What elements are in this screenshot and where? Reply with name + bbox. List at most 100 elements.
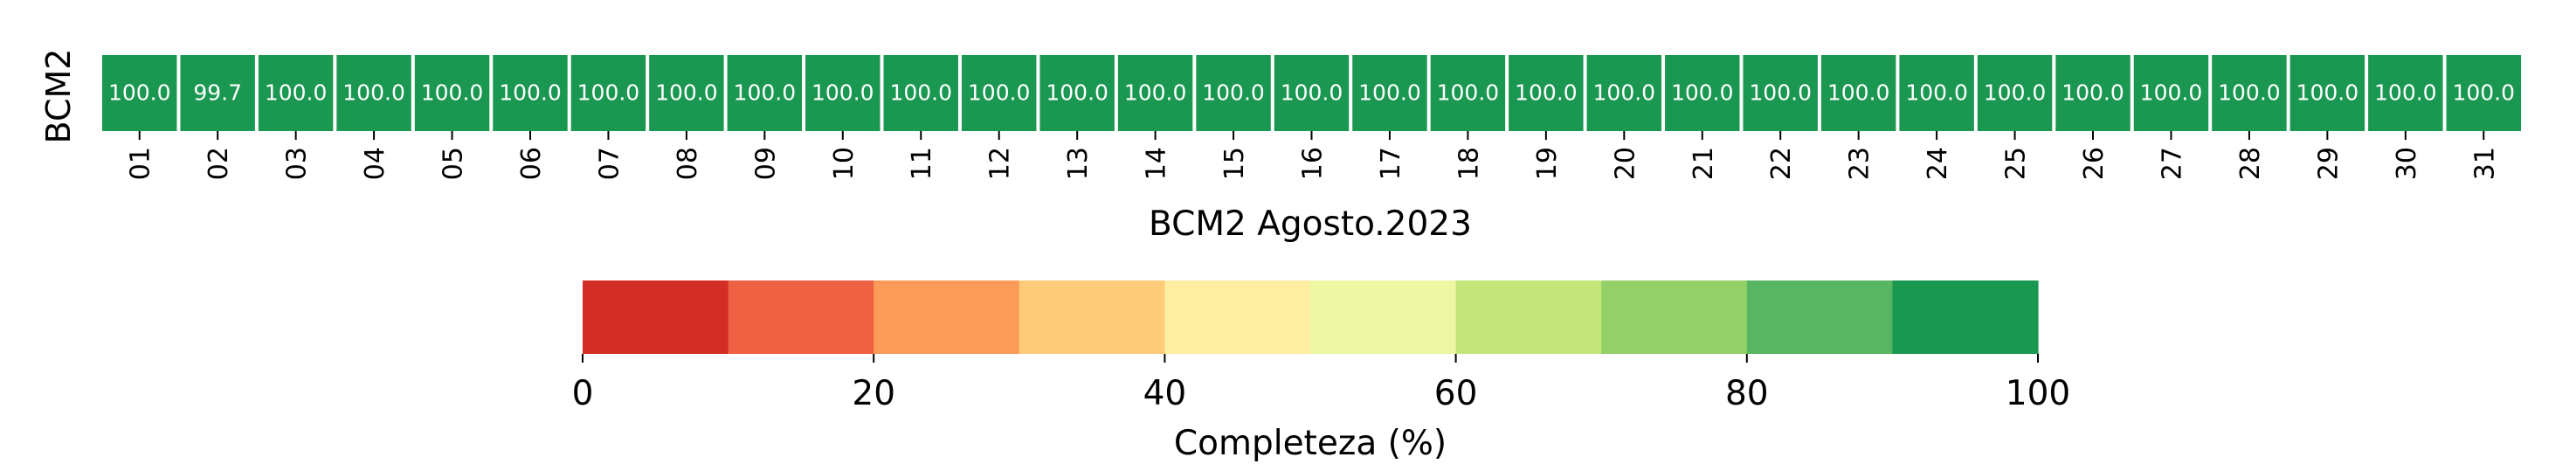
cell-value-label-01: 100.0 [108, 80, 171, 106]
heatmap-cell-25 [1977, 55, 2053, 131]
colorbar-tick-label-60: 60 [1434, 374, 1478, 413]
cell-value-label-07: 100.0 [577, 80, 640, 106]
x-tick-label-18: 18 [1454, 147, 1484, 180]
colorbar-segment-9 [1892, 280, 2039, 354]
cell-value-label-20: 100.0 [1593, 80, 1656, 106]
x-tick-label-21: 21 [1689, 147, 1719, 180]
heatmap-cells: 100.0 99.7 100.0 100.0 100.0 100.0 100.0 100.0 1… [102, 55, 2521, 131]
cell-value-label-31: 100.0 [2452, 80, 2515, 106]
heatmap-cell-31 [2446, 55, 2521, 131]
heatmap-cell-11 [883, 55, 958, 131]
heatmap-cell-27 [2133, 55, 2209, 131]
cell-value-label-17: 100.0 [1358, 80, 1421, 106]
cell-value-label-11: 100.0 [889, 80, 952, 106]
x-tick-label-04: 04 [360, 147, 390, 180]
colorbar-tick-label-40: 40 [1143, 374, 1187, 413]
heatmap-cell-28 [2212, 55, 2287, 131]
x-tick-label-16: 16 [1298, 147, 1329, 180]
cell-value-label-13: 100.0 [1046, 80, 1108, 106]
x-tick-label-27: 27 [2157, 147, 2187, 180]
cell-value-label-12: 100.0 [968, 80, 1031, 106]
colorbar-tick-label-0: 0 [572, 374, 594, 413]
x-tick-label-15: 15 [1219, 147, 1250, 180]
colorbar-segment-1 [728, 280, 874, 354]
x-tick-label-28: 28 [2235, 147, 2266, 180]
y-axis-label: BCM2 [39, 49, 78, 144]
cell-value-label-29: 100.0 [2296, 80, 2359, 106]
cell-value-label-24: 100.0 [1905, 80, 1968, 106]
colorbar-segment-2 [874, 280, 1020, 354]
cell-value-label-06: 100.0 [499, 80, 562, 106]
x-tick-label-07: 07 [594, 147, 625, 180]
colorbar-tick-label-80: 80 [1725, 374, 1769, 413]
x-tick-label-19: 19 [1532, 147, 1563, 180]
x-tick-label-02: 02 [204, 147, 234, 180]
heatmap-cell-03 [258, 55, 334, 131]
x-tick-label-24: 24 [1923, 147, 1953, 180]
cell-value-label-25: 100.0 [1984, 80, 2047, 106]
x-tick-label-17: 17 [1376, 147, 1406, 180]
x-tick-label-13: 13 [1063, 147, 1094, 180]
colorbar-segment-6 [1455, 280, 1602, 354]
colorbar-segment-7 [1601, 280, 1748, 354]
cell-value-label-02: 99.7 [193, 80, 242, 106]
x-tick-label-11: 11 [907, 147, 937, 180]
x-tick-label-08: 08 [673, 147, 703, 180]
cell-value-label-30: 100.0 [2374, 80, 2437, 106]
heatmap-cell-21 [1665, 55, 1740, 131]
cell-value-label-15: 100.0 [1202, 80, 1265, 106]
heatmap-cell-18 [1430, 55, 1506, 131]
heatmap-cell-01 [102, 55, 177, 131]
cell-value-label-23: 100.0 [1827, 80, 1890, 106]
heatmap-cell-15 [1196, 55, 1271, 131]
x-tick-label-22: 22 [1766, 147, 1797, 180]
heatmap-cell-23 [1820, 55, 1896, 131]
heatmap-cell-12 [961, 55, 1037, 131]
cell-value-label-21: 100.0 [1671, 80, 1734, 106]
x-tick-label-29: 29 [2313, 147, 2344, 180]
cell-value-label-14: 100.0 [1124, 80, 1187, 106]
x-tick-label-06: 06 [516, 147, 547, 180]
colorbar-segment-5 [1310, 280, 1457, 354]
x-tick-label-30: 30 [2392, 147, 2422, 180]
heatmap-cell-05 [414, 55, 490, 131]
x-tick-label-10: 10 [829, 147, 860, 180]
colorbar-segment-0 [583, 280, 729, 354]
heatmap-cell-02 [180, 55, 255, 131]
heatmap-cell-07 [570, 55, 646, 131]
heatmap-cell-08 [649, 55, 724, 131]
heatmap-cell-14 [1117, 55, 1193, 131]
cell-value-label-18: 100.0 [1437, 80, 1500, 106]
cell-value-label-08: 100.0 [655, 80, 718, 106]
x-tick-label-14: 14 [1142, 147, 1172, 180]
x-tick-label-26: 26 [2079, 147, 2110, 180]
heatmap-cell-22 [1743, 55, 1818, 131]
cell-value-label-27: 100.0 [2140, 80, 2203, 106]
colorbar: 0 20 40 60 80 100 [572, 280, 2070, 413]
cell-value-label-10: 100.0 [811, 80, 874, 106]
colorbar-tick-label-20: 20 [852, 374, 895, 413]
x-tick-label-31: 31 [2469, 147, 2500, 180]
heatmap-cell-30 [2368, 55, 2443, 131]
x-tick-label-12: 12 [985, 147, 1016, 180]
heatmap-cell-10 [805, 55, 881, 131]
x-axis-label: BCM2 Agosto.2023 [1149, 204, 1472, 244]
colorbar-segment-8 [1746, 280, 1893, 354]
heatmap-cell-06 [493, 55, 568, 131]
cell-value-label-03: 100.0 [265, 80, 328, 106]
x-tick-label-20: 20 [1610, 147, 1640, 180]
cell-value-label-28: 100.0 [2218, 80, 2281, 106]
cell-value-label-16: 100.0 [1281, 80, 1343, 106]
x-axis-ticks: 01 02 03 04 05 06 07 08 09 10 11 12 13 14 15 16 17 18 19 20… [126, 131, 2500, 180]
heatmap-cell-29 [2289, 55, 2365, 131]
heatmap-cell-26 [2055, 55, 2131, 131]
colorbar-tick-label-100: 100 [2006, 374, 2070, 413]
cell-value-label-05: 100.0 [421, 80, 484, 106]
cell-value-label-09: 100.0 [734, 80, 797, 106]
colorbar-segment-4 [1164, 280, 1311, 354]
cell-value-label-22: 100.0 [1749, 80, 1812, 106]
cell-value-label-19: 100.0 [1515, 80, 1578, 106]
x-tick-label-03: 03 [282, 147, 313, 180]
x-tick-label-23: 23 [1845, 147, 1875, 180]
